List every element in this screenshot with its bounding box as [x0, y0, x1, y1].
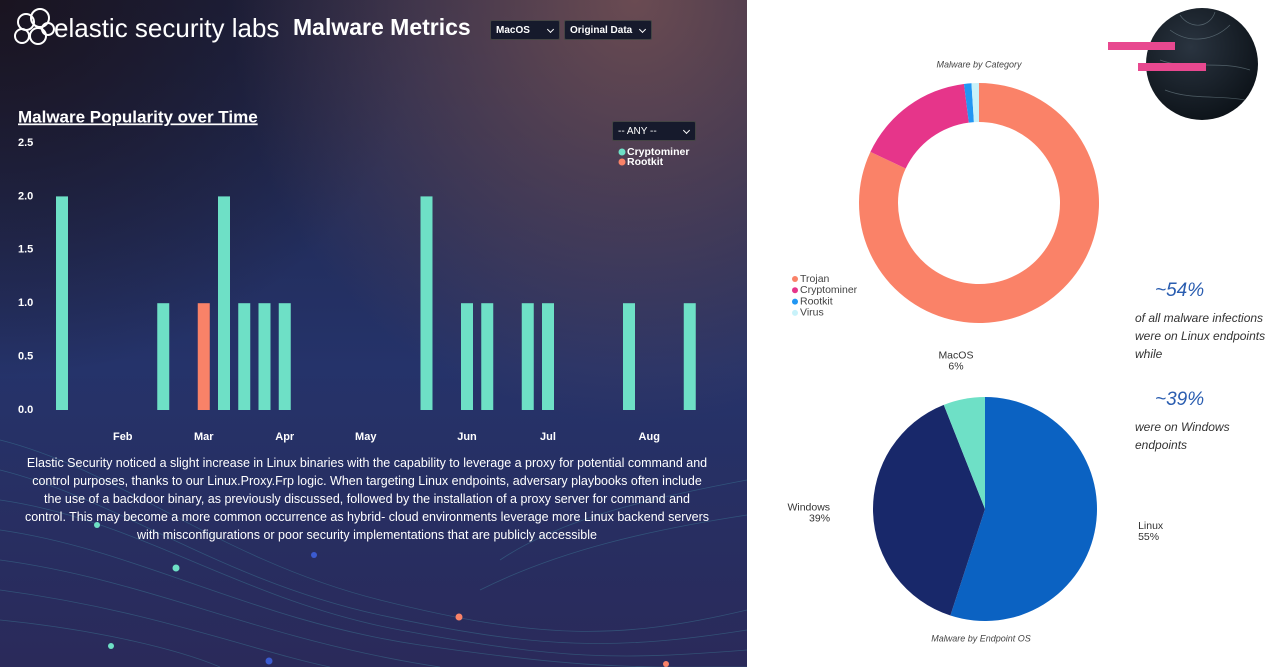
- x-tick-label: Mar: [194, 431, 214, 443]
- slice: [859, 83, 1099, 323]
- slice: [971, 83, 979, 123]
- bar: [197, 303, 210, 410]
- ball-decoration: [1108, 8, 1258, 120]
- x-tick-label: Jul: [540, 431, 556, 443]
- y-tick-label: 0.5: [18, 351, 33, 363]
- slice: [943, 397, 985, 509]
- type-filter[interactable]: -- ANY --: [612, 121, 696, 141]
- slice: [950, 397, 1097, 621]
- annotation-value: ~39%: [1155, 389, 1205, 410]
- legend-label: Rootkit: [800, 295, 833, 307]
- bar: [238, 303, 251, 410]
- bar: [481, 303, 494, 410]
- logo-text: elastic security labs: [54, 13, 279, 43]
- slice-value-label: 39%: [809, 512, 830, 524]
- x-tick-label: Feb: [113, 431, 133, 443]
- bar: [258, 303, 271, 410]
- slice-label: Linux: [1138, 520, 1164, 532]
- legend-label: Cryptominer: [800, 284, 858, 296]
- slice-label: MacOS: [938, 349, 973, 361]
- legend-label: Virus: [800, 307, 824, 319]
- x-tick-label: Apr: [275, 431, 295, 443]
- x-tick-label: Aug: [639, 431, 660, 443]
- legend-swatch: [618, 158, 626, 166]
- bar: [420, 196, 433, 410]
- page-title: Malware Metrics: [293, 14, 471, 40]
- slice: [873, 404, 985, 616]
- slice: [870, 83, 969, 169]
- annotation-text: of all malware infections were on Linux …: [1135, 311, 1265, 361]
- bar: [278, 303, 291, 410]
- legend-swatch: [618, 148, 626, 156]
- chart-title: Malware by Endpoint OS: [931, 633, 1031, 643]
- bar: [542, 303, 554, 410]
- y-tick-label: 0.0: [18, 404, 33, 416]
- bar: [56, 196, 68, 410]
- dark-panel: [0, 0, 747, 667]
- bar: [461, 303, 473, 410]
- annotation-value: ~54%: [1155, 280, 1205, 301]
- bar: [218, 196, 230, 410]
- legend-label: Cryptominer: [627, 146, 689, 158]
- chart-title: Malware by Category: [936, 59, 1022, 69]
- dot-decoration: [94, 522, 669, 667]
- x-tick-label: Jun: [457, 431, 477, 443]
- annotation-text: were on Windows endpoints: [1135, 420, 1230, 452]
- logo-icon: [14, 8, 55, 45]
- chart-title: Malware Popularity over Time: [18, 107, 258, 126]
- y-tick-label: 1.0: [18, 297, 33, 309]
- legend-swatch: [792, 309, 798, 316]
- bar: [521, 303, 534, 410]
- slice: [963, 83, 974, 123]
- x-tick-label: May: [355, 431, 377, 443]
- legend-swatch: [792, 276, 798, 282]
- description: Elastic Security noticed a slight increa…: [24, 456, 710, 542]
- data-dropdown[interactable]: Original Data: [564, 20, 652, 40]
- slice-value-label: 6%: [948, 360, 963, 372]
- os-dropdown[interactable]: MacOS: [490, 20, 560, 40]
- slice-value-label: 55%: [1138, 531, 1159, 543]
- wave-decoration: [0, 439, 748, 667]
- legend-swatch: [792, 298, 798, 305]
- y-tick-label: 1.5: [18, 244, 33, 256]
- legend-label: Trojan: [800, 273, 830, 285]
- bar: [683, 303, 696, 410]
- bar: [623, 303, 635, 410]
- y-tick-label: 2.0: [18, 190, 33, 202]
- bar: [157, 303, 170, 410]
- legend-swatch: [792, 287, 798, 294]
- y-tick-label: 2.5: [18, 137, 33, 149]
- slice-label: Windows: [787, 501, 830, 513]
- legend-label: Rootkit: [627, 156, 664, 168]
